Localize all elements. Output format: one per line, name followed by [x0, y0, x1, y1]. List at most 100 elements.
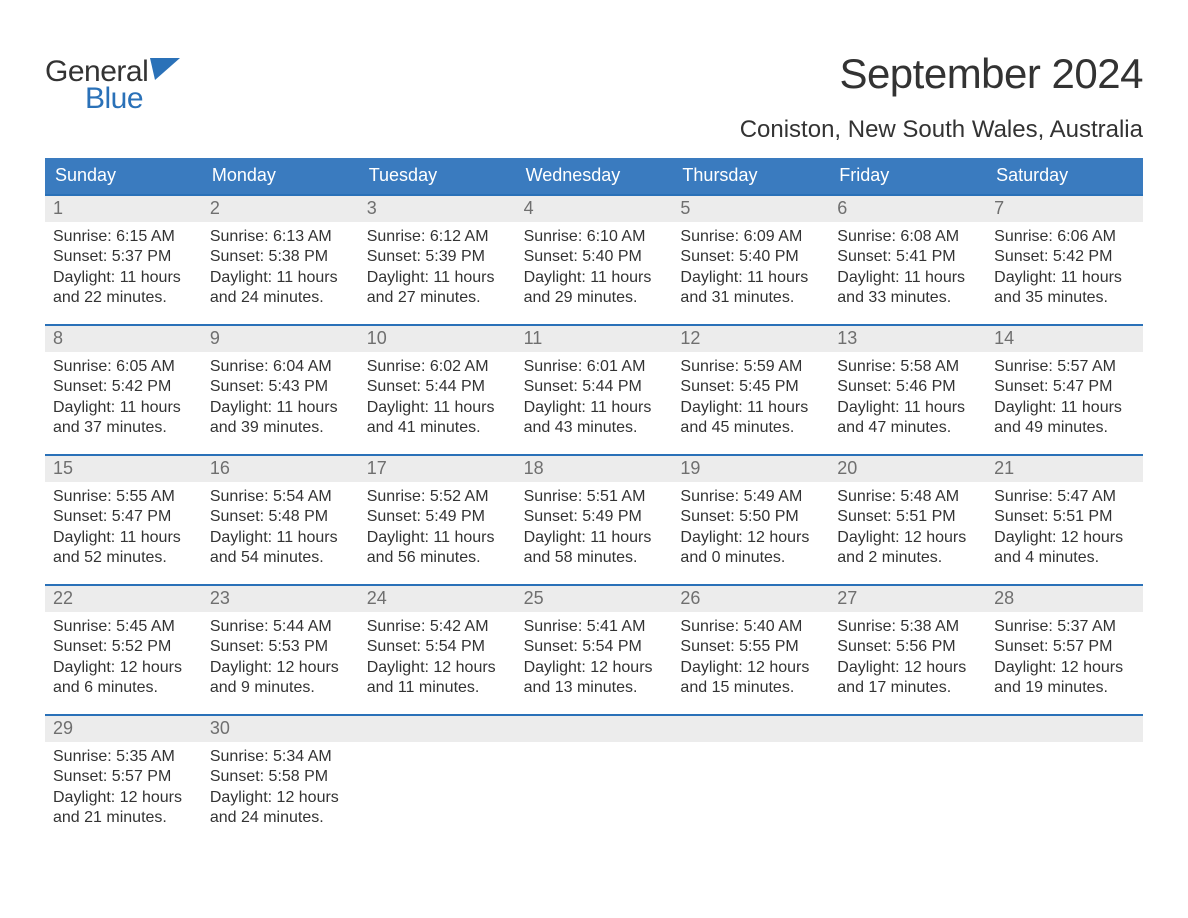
day-body: Sunrise: 5:45 AMSunset: 5:52 PMDaylight:… — [45, 612, 202, 709]
day-cell: 6Sunrise: 6:08 AMSunset: 5:41 PMDaylight… — [829, 196, 986, 324]
daylight-text: Daylight: 11 hours and 37 minutes. — [53, 398, 194, 439]
sunset-text: Sunset: 5:49 PM — [524, 507, 665, 527]
day-body: Sunrise: 5:55 AMSunset: 5:47 PMDaylight:… — [45, 482, 202, 579]
day-body: Sunrise: 5:57 AMSunset: 5:47 PMDaylight:… — [986, 352, 1143, 449]
day-body: Sunrise: 5:47 AMSunset: 5:51 PMDaylight:… — [986, 482, 1143, 579]
dow-sunday: Sunday — [45, 158, 202, 194]
day-number: 3 — [359, 196, 516, 222]
sunset-text: Sunset: 5:44 PM — [367, 377, 508, 397]
daylight-text: Daylight: 11 hours and 58 minutes. — [524, 528, 665, 569]
sunrise-text: Sunrise: 6:10 AM — [524, 227, 665, 247]
sunset-text: Sunset: 5:47 PM — [994, 377, 1135, 397]
sunrise-text: Sunrise: 5:34 AM — [210, 747, 351, 767]
day-number: 16 — [202, 456, 359, 482]
daylight-text: Daylight: 12 hours and 17 minutes. — [837, 658, 978, 699]
sunrise-text: Sunrise: 5:45 AM — [53, 617, 194, 637]
day-cell: 10Sunrise: 6:02 AMSunset: 5:44 PMDayligh… — [359, 326, 516, 454]
day-number: 1 — [45, 196, 202, 222]
day-cell: 15Sunrise: 5:55 AMSunset: 5:47 PMDayligh… — [45, 456, 202, 584]
day-cell: 27Sunrise: 5:38 AMSunset: 5:56 PMDayligh… — [829, 586, 986, 714]
sunrise-text: Sunrise: 5:48 AM — [837, 487, 978, 507]
sunset-text: Sunset: 5:49 PM — [367, 507, 508, 527]
header: General Blue September 2024 Coniston, Ne… — [45, 50, 1143, 154]
day-body: Sunrise: 6:05 AMSunset: 5:42 PMDaylight:… — [45, 352, 202, 449]
day-cell — [986, 716, 1143, 844]
daylight-text: Daylight: 12 hours and 2 minutes. — [837, 528, 978, 569]
sunset-text: Sunset: 5:38 PM — [210, 247, 351, 267]
day-body: Sunrise: 5:49 AMSunset: 5:50 PMDaylight:… — [672, 482, 829, 579]
day-number: 19 — [672, 456, 829, 482]
daylight-text: Daylight: 11 hours and 31 minutes. — [680, 268, 821, 309]
sunset-text: Sunset: 5:53 PM — [210, 637, 351, 657]
sunset-text: Sunset: 5:48 PM — [210, 507, 351, 527]
daylight-text: Daylight: 11 hours and 27 minutes. — [367, 268, 508, 309]
sunrise-text: Sunrise: 5:55 AM — [53, 487, 194, 507]
empty-day-bar — [829, 716, 986, 742]
sunset-text: Sunset: 5:40 PM — [680, 247, 821, 267]
day-body: Sunrise: 5:51 AMSunset: 5:49 PMDaylight:… — [516, 482, 673, 579]
flag-icon — [150, 58, 180, 83]
day-cell: 14Sunrise: 5:57 AMSunset: 5:47 PMDayligh… — [986, 326, 1143, 454]
title-block: September 2024 Coniston, New South Wales… — [740, 50, 1143, 154]
day-body: Sunrise: 5:58 AMSunset: 5:46 PMDaylight:… — [829, 352, 986, 449]
day-number: 27 — [829, 586, 986, 612]
day-cell: 4Sunrise: 6:10 AMSunset: 5:40 PMDaylight… — [516, 196, 673, 324]
day-number: 17 — [359, 456, 516, 482]
day-cell: 13Sunrise: 5:58 AMSunset: 5:46 PMDayligh… — [829, 326, 986, 454]
day-number: 10 — [359, 326, 516, 352]
sunrise-text: Sunrise: 5:42 AM — [367, 617, 508, 637]
empty-day-bar — [986, 716, 1143, 742]
day-body: Sunrise: 6:09 AMSunset: 5:40 PMDaylight:… — [672, 222, 829, 319]
day-number: 29 — [45, 716, 202, 742]
dow-wednesday: Wednesday — [516, 158, 673, 194]
sunrise-text: Sunrise: 6:12 AM — [367, 227, 508, 247]
day-body: Sunrise: 5:35 AMSunset: 5:57 PMDaylight:… — [45, 742, 202, 839]
day-number: 12 — [672, 326, 829, 352]
daylight-text: Daylight: 11 hours and 52 minutes. — [53, 528, 194, 569]
daylight-text: Daylight: 12 hours and 24 minutes. — [210, 788, 351, 829]
empty-day-bar — [672, 716, 829, 742]
sunrise-text: Sunrise: 5:38 AM — [837, 617, 978, 637]
day-number: 15 — [45, 456, 202, 482]
day-body: Sunrise: 6:12 AMSunset: 5:39 PMDaylight:… — [359, 222, 516, 319]
day-cell: 26Sunrise: 5:40 AMSunset: 5:55 PMDayligh… — [672, 586, 829, 714]
day-number: 25 — [516, 586, 673, 612]
sunset-text: Sunset: 5:42 PM — [994, 247, 1135, 267]
day-cell: 18Sunrise: 5:51 AMSunset: 5:49 PMDayligh… — [516, 456, 673, 584]
day-body: Sunrise: 6:15 AMSunset: 5:37 PMDaylight:… — [45, 222, 202, 319]
week-row: 22Sunrise: 5:45 AMSunset: 5:52 PMDayligh… — [45, 584, 1143, 714]
day-cell: 25Sunrise: 5:41 AMSunset: 5:54 PMDayligh… — [516, 586, 673, 714]
sunset-text: Sunset: 5:54 PM — [524, 637, 665, 657]
sunset-text: Sunset: 5:42 PM — [53, 377, 194, 397]
day-cell — [359, 716, 516, 844]
daylight-text: Daylight: 12 hours and 19 minutes. — [994, 658, 1135, 699]
day-body: Sunrise: 6:06 AMSunset: 5:42 PMDaylight:… — [986, 222, 1143, 319]
day-body: Sunrise: 5:34 AMSunset: 5:58 PMDaylight:… — [202, 742, 359, 839]
day-cell: 8Sunrise: 6:05 AMSunset: 5:42 PMDaylight… — [45, 326, 202, 454]
sunrise-text: Sunrise: 5:44 AM — [210, 617, 351, 637]
day-number: 4 — [516, 196, 673, 222]
sunrise-text: Sunrise: 6:06 AM — [994, 227, 1135, 247]
sunrise-text: Sunrise: 6:01 AM — [524, 357, 665, 377]
logo-general: General — [45, 58, 148, 85]
week-row: 15Sunrise: 5:55 AMSunset: 5:47 PMDayligh… — [45, 454, 1143, 584]
sunset-text: Sunset: 5:39 PM — [367, 247, 508, 267]
day-body: Sunrise: 6:01 AMSunset: 5:44 PMDaylight:… — [516, 352, 673, 449]
sunset-text: Sunset: 5:41 PM — [837, 247, 978, 267]
day-body: Sunrise: 5:37 AMSunset: 5:57 PMDaylight:… — [986, 612, 1143, 709]
sunrise-text: Sunrise: 5:58 AM — [837, 357, 978, 377]
sunset-text: Sunset: 5:45 PM — [680, 377, 821, 397]
day-body: Sunrise: 6:08 AMSunset: 5:41 PMDaylight:… — [829, 222, 986, 319]
day-number: 30 — [202, 716, 359, 742]
daylight-text: Daylight: 11 hours and 41 minutes. — [367, 398, 508, 439]
day-cell: 7Sunrise: 6:06 AMSunset: 5:42 PMDaylight… — [986, 196, 1143, 324]
day-cell: 9Sunrise: 6:04 AMSunset: 5:43 PMDaylight… — [202, 326, 359, 454]
day-cell: 2Sunrise: 6:13 AMSunset: 5:38 PMDaylight… — [202, 196, 359, 324]
daylight-text: Daylight: 12 hours and 6 minutes. — [53, 658, 194, 699]
day-cell: 16Sunrise: 5:54 AMSunset: 5:48 PMDayligh… — [202, 456, 359, 584]
day-body: Sunrise: 5:54 AMSunset: 5:48 PMDaylight:… — [202, 482, 359, 579]
day-cell — [516, 716, 673, 844]
day-cell: 19Sunrise: 5:49 AMSunset: 5:50 PMDayligh… — [672, 456, 829, 584]
day-cell — [672, 716, 829, 844]
week-row: 29Sunrise: 5:35 AMSunset: 5:57 PMDayligh… — [45, 714, 1143, 844]
